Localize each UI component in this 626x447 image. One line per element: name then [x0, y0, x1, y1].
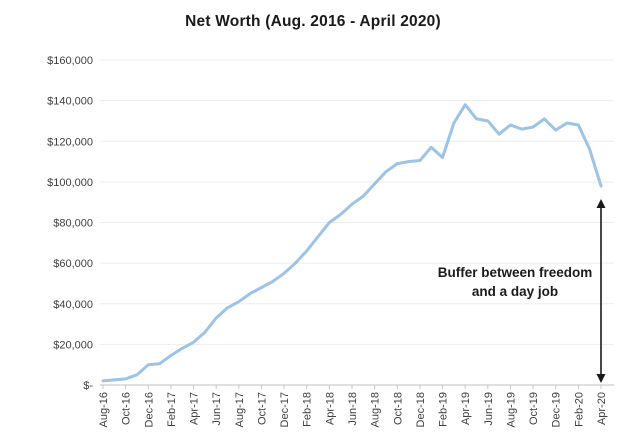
y-axis-label: $120,000: [47, 136, 93, 148]
y-axis-label: $20,000: [53, 339, 93, 351]
x-axis-label: Jun-19: [483, 392, 495, 426]
x-axis-label: Aug-16: [98, 392, 110, 427]
y-axis-label: $80,000: [53, 218, 93, 230]
x-axis-label: Dec-17: [279, 392, 291, 427]
y-axis-label: $60,000: [53, 258, 93, 270]
x-axis-label: Oct-18: [392, 392, 404, 425]
y-axis-label: $-: [83, 380, 93, 392]
x-axis-label: Oct-17: [256, 392, 268, 425]
chart-title: Net Worth (Aug. 2016 - April 2020): [185, 13, 441, 30]
buffer-arrow-head-top: [596, 198, 606, 208]
buffer-annotation: Buffer between freedom and a day job: [430, 263, 600, 301]
x-axis-label: Dec-18: [415, 392, 427, 427]
y-axis-label: $140,000: [47, 96, 93, 108]
x-axis-label: Oct-16: [121, 392, 133, 425]
x-axis-label: Feb-18: [302, 392, 314, 427]
net-worth-line: [101, 103, 603, 383]
y-axis-label: $100,000: [47, 177, 93, 189]
x-axis-label: Jun-18: [347, 392, 359, 426]
x-axis-label: Aug-19: [505, 392, 517, 427]
x-axis-label: Feb-20: [573, 392, 585, 427]
x-axis-label: Dec-16: [143, 392, 155, 427]
annotation-line-1: Buffer between freedom: [437, 265, 593, 280]
x-axis-label: Apr-20: [596, 392, 608, 425]
y-axis-label: $40,000: [53, 299, 93, 311]
x-axis-label: Jun-17: [211, 392, 223, 426]
x-axis-label: Apr-17: [189, 392, 201, 425]
y-axis-label: $160,000: [47, 55, 93, 67]
buffer-arrow-head-bottom: [596, 374, 606, 383]
x-axis-label: Oct-19: [528, 392, 540, 425]
x-axis-label: Dec-19: [551, 392, 563, 427]
annotation-line-2: and a day job: [471, 284, 559, 299]
x-axis-label: Feb-17: [166, 392, 178, 427]
x-axis-label: Aug-17: [234, 392, 246, 427]
x-axis-label: Feb-19: [438, 392, 450, 427]
x-axis-label: Aug-18: [370, 392, 382, 427]
x-axis-label: Apr-19: [460, 392, 472, 425]
x-axis-label: Apr-18: [324, 392, 336, 425]
